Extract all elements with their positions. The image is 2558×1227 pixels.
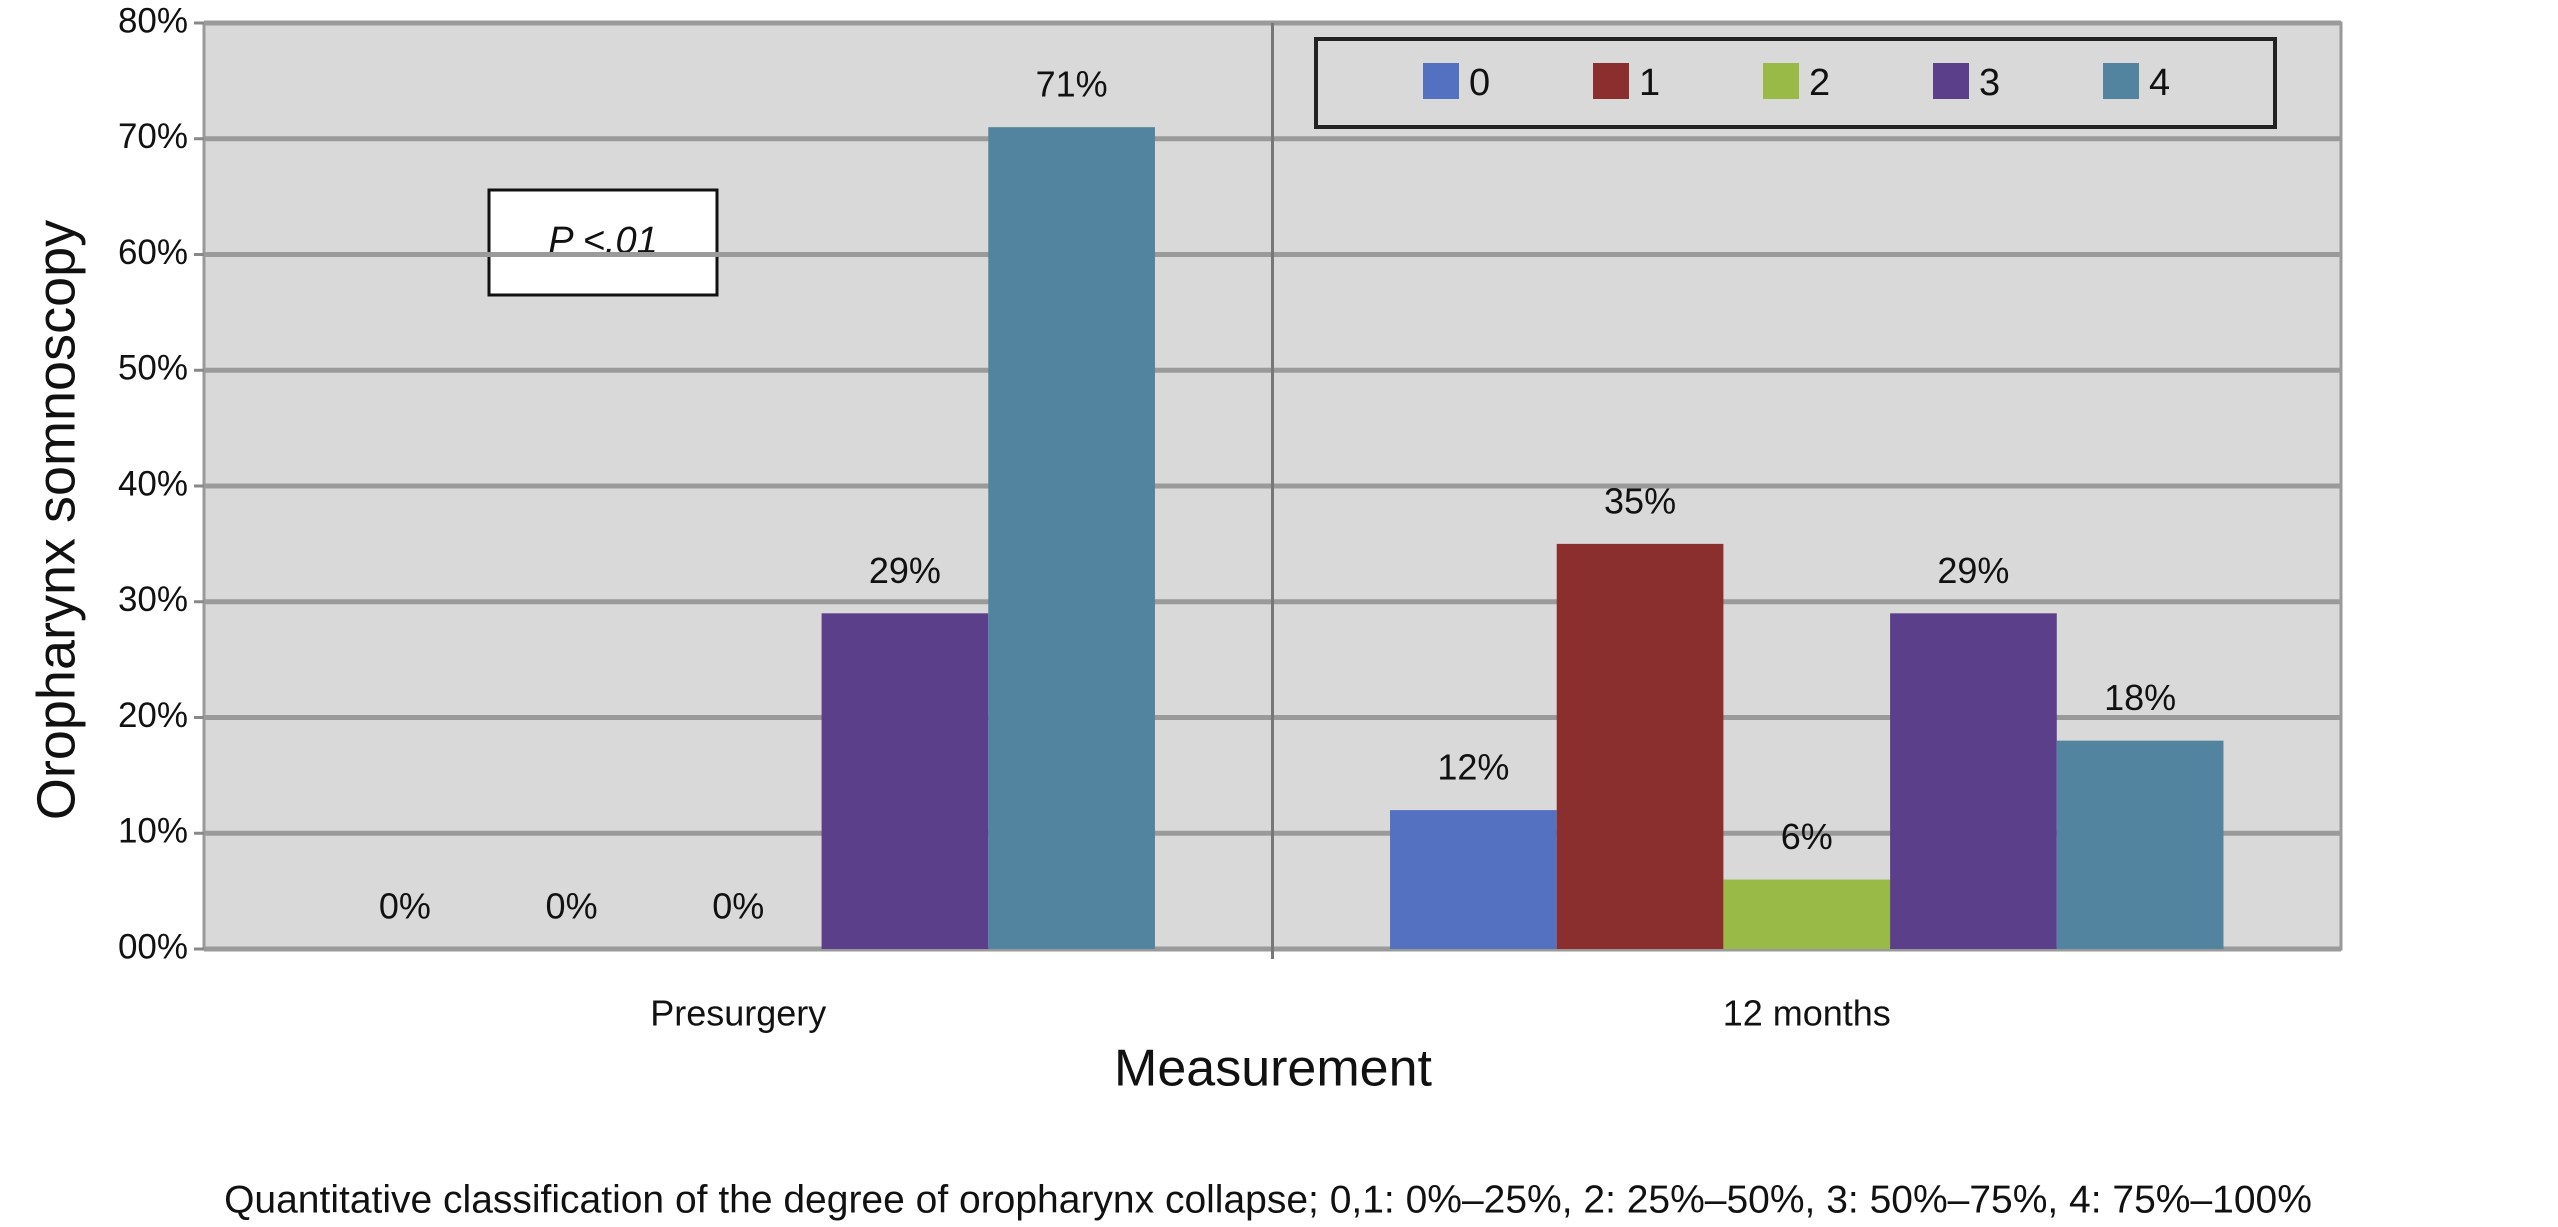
value-label: 12% (1437, 747, 1509, 788)
y-tick-label: 00% (118, 927, 188, 966)
value-label: 0% (546, 886, 598, 927)
x-tick-label: Presurgery (650, 993, 826, 1034)
legend-label: 1 (1639, 62, 1660, 104)
legend-swatch (1423, 63, 1459, 99)
bar (821, 613, 989, 949)
value-label: 0% (379, 886, 431, 927)
legend-label: 4 (2149, 62, 2170, 104)
value-label: 71% (1036, 64, 1108, 105)
bar (1556, 543, 1724, 949)
legend-label: 3 (1979, 62, 2000, 104)
x-axis-title: Measurement (1114, 1040, 1432, 1098)
bar (1390, 810, 1557, 949)
value-label: 29% (1937, 550, 2009, 591)
x-tick-label: 12 months (1723, 993, 1891, 1034)
y-tick-label: 10% (118, 812, 188, 851)
legend-swatch (2103, 63, 2139, 99)
y-tick-label: 40% (118, 464, 188, 503)
bar (1890, 613, 2057, 949)
legend-label: 0 (1469, 62, 1490, 104)
bar (1723, 879, 1891, 949)
y-tick-label: 20% (118, 696, 188, 735)
bar (2056, 740, 2224, 949)
y-tick-label: 30% (118, 580, 188, 619)
y-tick-label: 80% (118, 1, 188, 40)
annotation-box (487, 188, 719, 297)
legend-swatch (1933, 63, 1969, 99)
value-label: 6% (1781, 816, 1833, 857)
y-tick-label: 70% (118, 117, 188, 156)
value-label: 29% (869, 550, 941, 591)
legend-swatch (1593, 63, 1629, 99)
legend-swatch (1763, 63, 1799, 99)
y-axis-title: Oropharynx somnoscopy (26, 220, 86, 820)
legend-label: 2 (1809, 62, 1830, 104)
footnote: Quantitative classification of the degre… (224, 1178, 2312, 1221)
value-label: 35% (1604, 480, 1676, 521)
y-tick-label: 50% (118, 349, 188, 388)
value-label: 18% (2104, 677, 2176, 718)
y-tick-label: 60% (118, 233, 188, 272)
value-label: 0% (712, 886, 764, 927)
bar (988, 127, 1155, 950)
